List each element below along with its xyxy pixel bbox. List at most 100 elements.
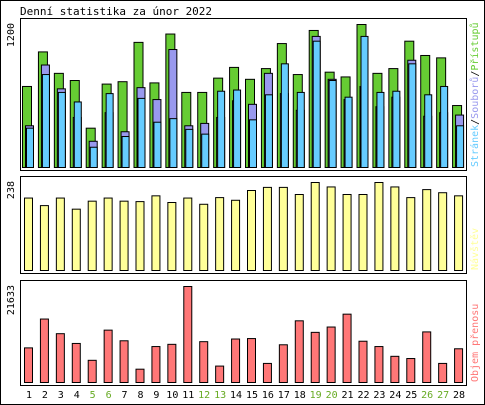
bar-hits-files-pages-stránek-day-19 [312, 40, 321, 168]
bar-traffic-objem-přenosu-day-21 [342, 313, 352, 384]
bar-traffic-objem-přenosu-day-12 [199, 341, 209, 384]
legend-part: / [470, 119, 481, 125]
x-tick-label-day-7: 7 [122, 390, 128, 401]
x-tick-label-day-16: 16 [262, 390, 274, 401]
x-tick-label-day-6: 6 [106, 390, 112, 401]
bar-traffic-objem-přenosu-day-14 [231, 338, 241, 384]
bar-traffic-objem-přenosu-day-15 [247, 338, 256, 383]
x-tick-label-day-1: 1 [26, 390, 32, 401]
bar-hits-files-pages-stránek-day-24 [392, 90, 401, 168]
x-tick-label-day-26: 26 [421, 390, 433, 401]
bar-visits-návštěv-day-25 [406, 197, 416, 271]
bar-traffic-objem-přenosu-day-5 [87, 359, 97, 383]
x-tick-label-day-20: 20 [326, 390, 338, 401]
bar-visits-návštěv-day-8 [135, 201, 145, 271]
panel-hits-files-pages: 1200 Stránek/Souborů/Přístupů [6, 18, 481, 171]
bar-traffic-objem-přenosu-day-18 [294, 320, 304, 384]
bar-hits-files-pages-stránek-day-27 [440, 85, 449, 168]
bar-hits-files-pages-stránek-day-23 [376, 91, 385, 168]
x-tick-label-day-17: 17 [278, 390, 290, 401]
bar-visits-návštěv-day-15 [247, 190, 256, 271]
y-max-label-hits-files-pages: 1200 [6, 23, 17, 47]
bar-hits-files-pages-stránek-day-3 [57, 91, 66, 168]
x-tick-label-day-3: 3 [58, 390, 64, 401]
bar-traffic-objem-přenosu-day-26 [422, 331, 432, 383]
bar-hits-files-pages-stránek-day-20 [328, 80, 337, 168]
bar-traffic-objem-přenosu-day-19 [310, 331, 320, 384]
x-tick-label-day-5: 5 [90, 390, 96, 401]
bar-traffic-objem-přenosu-day-7 [119, 340, 129, 383]
bar-hits-files-pages-stránek-day-7 [121, 136, 130, 168]
bar-hits-files-pages-stránek-day-5 [89, 146, 98, 169]
bar-hits-files-pages-stránek-day-4 [73, 101, 82, 168]
bar-visits-návštěv-day-20 [326, 186, 336, 271]
bar-hits-files-pages-stránek-day-14 [233, 89, 242, 168]
bar-traffic-objem-přenosu-day-13 [215, 365, 225, 383]
bar-visits-návštěv-day-12 [199, 203, 209, 271]
bar-hits-files-pages-stránek-day-13 [217, 90, 226, 168]
legend-part: Souborů [469, 77, 481, 119]
x-tick-label-day-9: 9 [153, 390, 159, 401]
bar-hits-files-pages-stránek-day-16 [264, 94, 273, 168]
panel-frame-traffic [20, 280, 467, 386]
bar-visits-návštěv-day-26 [422, 189, 432, 271]
chart-title: Denní statistika za únor 2022 [20, 5, 212, 18]
bar-visits-návštěv-day-14 [231, 199, 241, 271]
bar-traffic-objem-přenosu-day-17 [278, 344, 288, 383]
bar-hits-files-pages-stránek-day-17 [280, 63, 289, 169]
bar-traffic-objem-přenosu-day-8 [135, 368, 145, 384]
bar-visits-návštěv-day-24 [390, 186, 400, 271]
bar-hits-files-pages-stránek-day-22 [360, 35, 369, 168]
legend-part: / [470, 71, 481, 77]
bar-visits-návštěv-day-13 [215, 197, 225, 271]
legend-hits-files-pages: Stránek/Souborů/Přístupů [469, 22, 481, 167]
bar-hits-files-pages-stránek-day-6 [105, 93, 114, 168]
bar-visits-návštěv-day-22 [358, 194, 368, 271]
bar-hits-files-pages-stránek-day-11 [185, 128, 194, 169]
panel-traffic: 21633 Objem přenosu [6, 280, 481, 386]
x-tick-label-day-2: 2 [42, 390, 48, 401]
x-tick-label-day-24: 24 [389, 390, 401, 401]
bar-traffic-objem-přenosu-day-4 [71, 342, 81, 383]
bar-visits-návštěv-day-7 [119, 200, 129, 272]
bar-traffic-objem-přenosu-day-9 [151, 346, 161, 383]
bar-hits-files-pages-stránek-day-15 [249, 119, 257, 169]
bar-visits-návštěv-day-6 [103, 197, 113, 271]
bar-traffic-objem-přenosu-day-23 [374, 346, 384, 383]
panel-visits: 238 Návštěv [6, 176, 481, 274]
bar-visits-návštěv-day-2 [39, 205, 49, 271]
bar-hits-files-pages-stránek-day-12 [201, 133, 210, 168]
x-tick-label-day-4: 4 [74, 390, 80, 401]
bar-hits-files-pages-stránek-day-21 [344, 96, 353, 168]
bar-hits-files-pages-stránek-day-25 [408, 63, 417, 169]
bar-traffic-objem-přenosu-day-16 [262, 362, 272, 383]
chart-panels: 1200 Stránek/Souborů/Přístupů 238Návštěv21… [6, 18, 481, 386]
x-tick-label-day-27: 27 [437, 390, 449, 401]
bar-hits-files-pages-stránek-day-26 [424, 94, 433, 168]
x-tick-label-day-13: 13 [214, 390, 226, 401]
bar-traffic-objem-přenosu-day-1 [24, 347, 33, 384]
x-tick-label-day-15: 15 [246, 390, 258, 401]
bar-traffic-objem-přenosu-day-11 [183, 286, 193, 383]
x-axis-day-labels: 1 2 3 4 5 6 7 8 9 10 11 12 13 14 15 16 17 18 19 20 21 22 23 24 2… [26, 390, 465, 401]
bar-traffic-objem-přenosu-day-6 [103, 329, 113, 384]
bar-visits-návštěv-day-23 [374, 182, 384, 271]
x-tick-label-day-14: 14 [230, 390, 242, 401]
x-tick-label-day-11: 11 [182, 390, 194, 401]
panel-frame-hits-files-pages [20, 18, 467, 171]
x-tick-label-day-19: 19 [310, 390, 322, 401]
legend-part: Přístupů [469, 22, 481, 70]
x-tick-label-day-8: 8 [137, 390, 143, 401]
bar-traffic-objem-přenosu-day-24 [390, 355, 400, 384]
bar-visits-návštěv-day-4 [71, 208, 81, 272]
bar-traffic-objem-přenosu-day-27 [438, 362, 448, 383]
y-max-label-visits: 238 [6, 181, 17, 199]
panel-frame-visits [20, 176, 467, 274]
bar-hits-files-pages-stránek-day-28 [456, 125, 465, 168]
bar-traffic-objem-přenosu-day-20 [326, 326, 336, 384]
bar-traffic-objem-přenosu-day-28 [454, 348, 464, 383]
bar-visits-návštěv-day-5 [87, 200, 97, 272]
